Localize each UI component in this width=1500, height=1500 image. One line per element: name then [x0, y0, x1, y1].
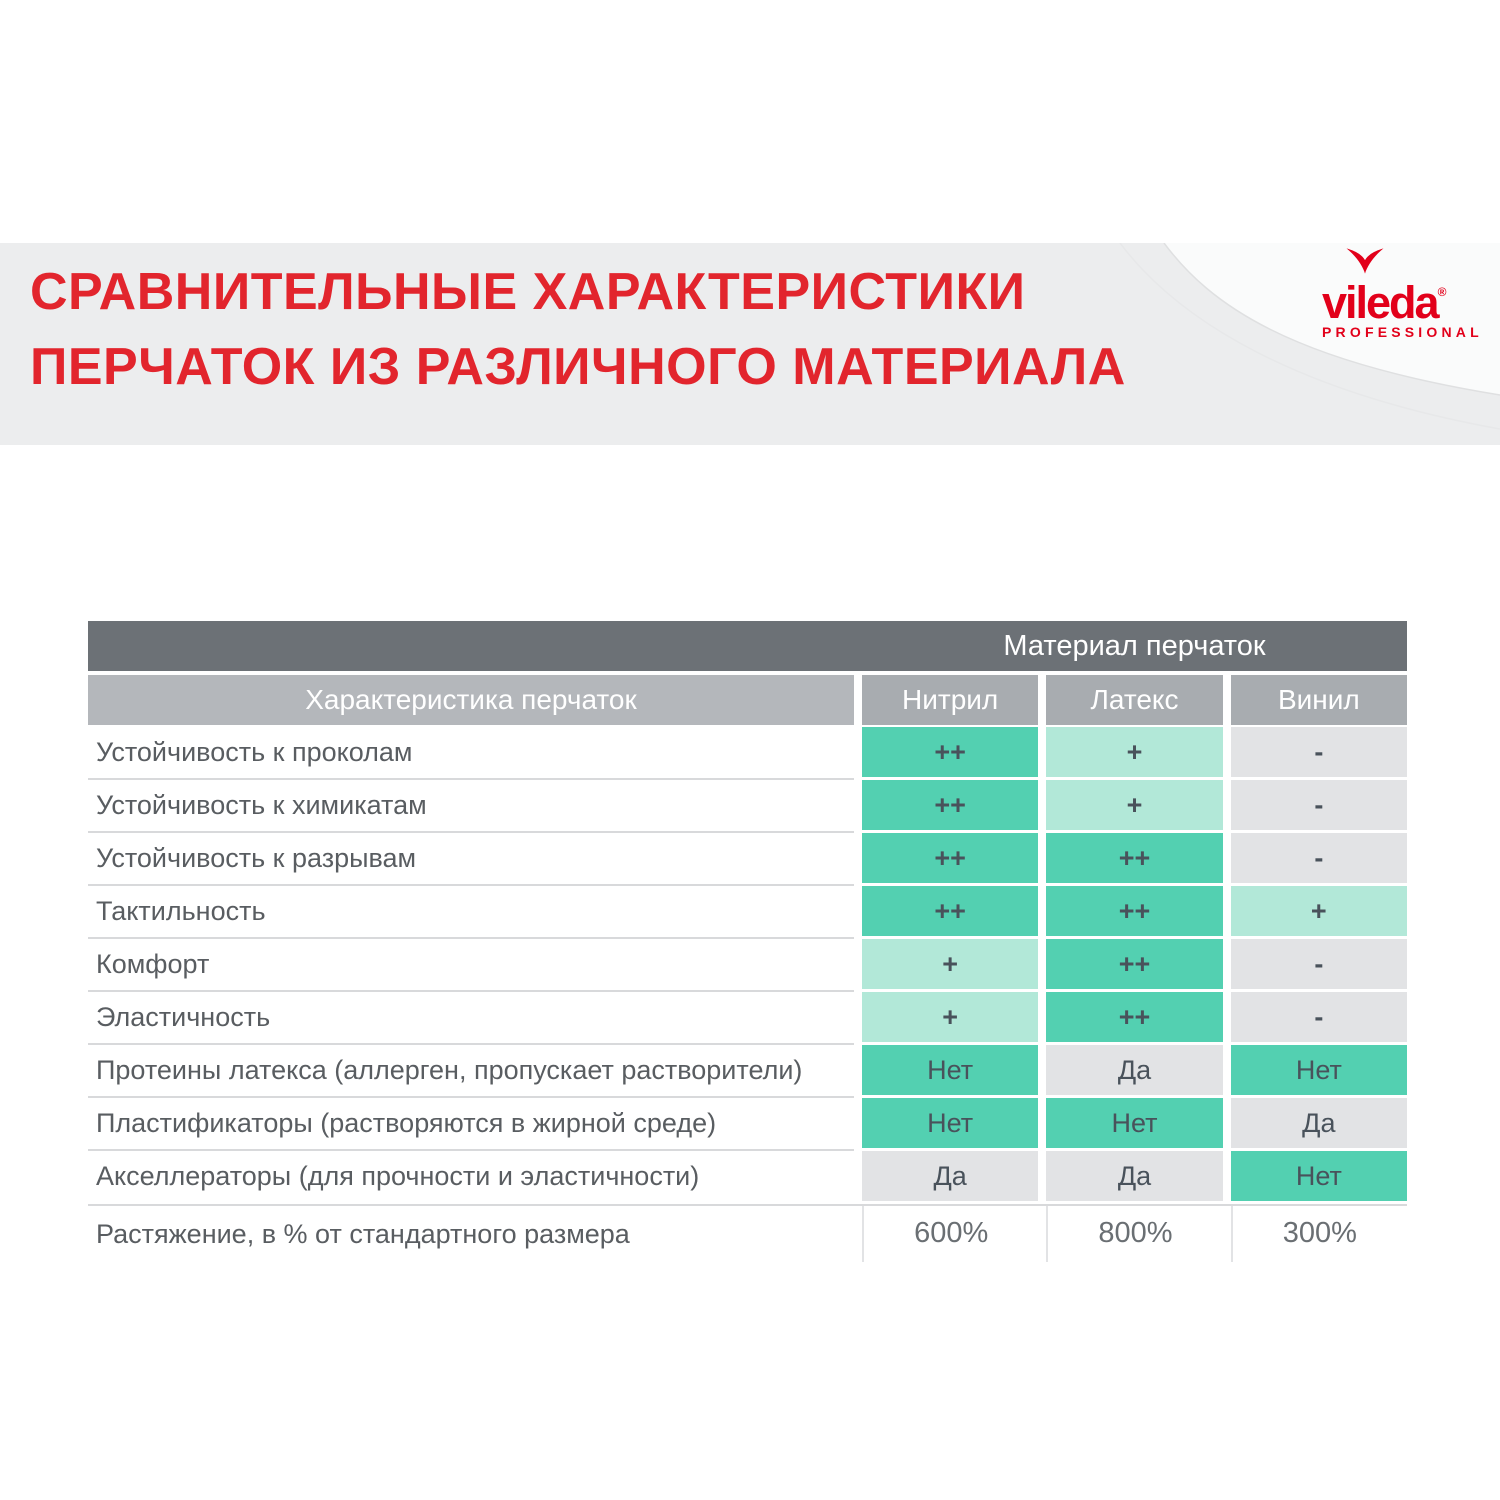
- vileda-logo: vileda® PROFESSIONAL: [1322, 248, 1483, 340]
- row-label: Эластичность: [88, 992, 854, 1045]
- table-row: Пластификаторы (растворяются в жирной ср…: [88, 1098, 1407, 1151]
- value-cell: Нет: [1230, 1045, 1407, 1095]
- row-label: Устойчивость к химикатам: [88, 780, 854, 833]
- value-cell: ++: [862, 780, 1039, 830]
- table-row: Устойчивость к химикатам ++ + -: [88, 780, 1407, 833]
- column-header-nitrile: Нитрил: [862, 675, 1039, 725]
- value-cell: Нет: [862, 1045, 1039, 1095]
- table-rows: Устойчивость к проколам ++ + - Устойчивость …: [88, 727, 1407, 1262]
- title-line-2: ПЕРЧАТОК ИЗ РАЗЛИЧНОГО МАТЕРИАЛА: [30, 338, 1126, 396]
- value-cell: Да: [1230, 1098, 1407, 1148]
- value-cell: +: [862, 992, 1039, 1042]
- swoosh-decoration: [1119, 243, 1500, 430]
- value-cell: -: [1230, 939, 1407, 989]
- value-cell: ++: [1046, 886, 1223, 936]
- value-cell: Да: [1046, 1151, 1223, 1201]
- value-cell: +: [1046, 727, 1223, 777]
- row-label: Протеины латекса (аллерген, пропускает р…: [88, 1045, 854, 1098]
- page-title: СРАВНИТЕЛЬНЫЕ ХАРАКТЕРИСТИКИ ПЕРЧАТОК ИЗ…: [30, 255, 1126, 405]
- value-cell: 800%: [1046, 1206, 1222, 1262]
- value-cell: +: [1046, 780, 1223, 830]
- professional-label: PROFESSIONAL: [1322, 324, 1483, 340]
- table-row: Акселлераторы (для прочности и эластично…: [88, 1151, 1407, 1204]
- value-cell: ++: [1046, 833, 1223, 883]
- value-cell: Да: [862, 1151, 1039, 1201]
- table-row: Устойчивость к проколам ++ + -: [88, 727, 1407, 780]
- row-label: Комфорт: [88, 939, 854, 992]
- table-row: Комфорт + ++ -: [88, 939, 1407, 992]
- table-column-headers: Характеристика перчаток Нитрил Латекс Ви…: [88, 675, 1407, 725]
- group-header-label: Материал перчаток: [1003, 630, 1266, 662]
- value-cell: Да: [1046, 1045, 1223, 1095]
- row-label: Тактильность: [88, 886, 854, 939]
- value-cell: ++: [862, 727, 1039, 777]
- table-row: Эластичность + ++ -: [88, 992, 1407, 1045]
- registered-mark: ®: [1437, 285, 1447, 299]
- value-cell: Нет: [1230, 1151, 1407, 1201]
- row-label: Растяжение, в % от стандартного размера: [96, 1219, 630, 1249]
- column-header-vinyl: Винил: [1230, 675, 1407, 725]
- column-header-latex: Латекс: [1046, 675, 1223, 725]
- value-cell: -: [1230, 833, 1407, 883]
- value-cell: 600%: [862, 1206, 1038, 1262]
- table-row: Протеины латекса (аллерген, пропускает р…: [88, 1045, 1407, 1098]
- row-label: Акселлераторы (для прочности и эластично…: [96, 1161, 700, 1191]
- title-line-1: СРАВНИТЕЛЬНЫЕ ХАРАКТЕРИСТИКИ: [30, 263, 1026, 321]
- value-cell: Нет: [1046, 1098, 1223, 1148]
- value-cell: ++: [1046, 992, 1223, 1042]
- row-label: Устойчивость к разрывам: [88, 833, 854, 886]
- vileda-wordmark: vileda®: [1322, 275, 1482, 325]
- vileda-bird-icon: [1346, 248, 1384, 274]
- header-band: СРАВНИТЕЛЬНЫЕ ХАРАКТЕРИСТИКИ ПЕРЧАТОК ИЗ…: [0, 243, 1500, 445]
- table-row: Растяжение, в % от стандартного размера 6…: [88, 1204, 1407, 1262]
- value-cell: -: [1230, 727, 1407, 777]
- value-cell: +: [1230, 886, 1407, 936]
- column-header-characteristic: Характеристика перчаток: [88, 675, 854, 725]
- value-cell: Нет: [862, 1098, 1039, 1148]
- brand-name: vileda: [1322, 277, 1440, 328]
- value-cell: +: [862, 939, 1039, 989]
- value-cell: -: [1230, 992, 1407, 1042]
- table-row: Тактильность ++ ++ +: [88, 886, 1407, 939]
- row-label: Пластификаторы (растворяются в жирной ср…: [88, 1098, 854, 1151]
- value-cell: ++: [862, 833, 1039, 883]
- value-cell: ++: [1046, 939, 1223, 989]
- table-group-header: Материал перчаток: [88, 621, 1407, 671]
- value-cell: ++: [862, 886, 1039, 936]
- comparison-table: Материал перчаток Характеристика перчато…: [88, 621, 1407, 1262]
- row-label: Устойчивость к проколам: [88, 727, 854, 780]
- value-cell: 300%: [1230, 1206, 1407, 1262]
- value-cell: -: [1230, 780, 1407, 830]
- table-row: Устойчивость к разрывам ++ ++ -: [88, 833, 1407, 886]
